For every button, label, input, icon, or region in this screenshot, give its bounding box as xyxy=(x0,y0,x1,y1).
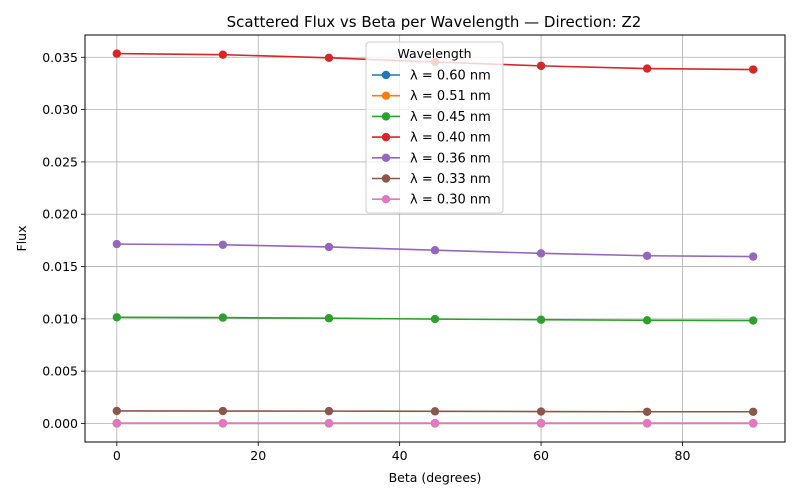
legend-label: λ = 0.30 nm xyxy=(410,193,491,208)
legend-label: λ = 0.51 nm xyxy=(410,89,491,104)
legend-marker xyxy=(381,153,391,162)
legend: Wavelength λ = 0.60 nm λ = 0.51 nm λ = 0.45… xyxy=(365,41,504,214)
series-point-2 xyxy=(218,313,228,322)
series-point-4 xyxy=(642,251,652,260)
series-point-4 xyxy=(430,246,440,255)
legend-label: λ = 0.40 nm xyxy=(410,131,491,146)
y-tick-label: 0.010 xyxy=(42,311,78,326)
x-tick-label: 20 xyxy=(250,448,266,463)
plot-frame xyxy=(84,34,786,443)
series-point-4 xyxy=(112,239,122,249)
x-tick-label: 0 xyxy=(113,448,121,463)
y-tick-label: 0.035 xyxy=(42,50,78,65)
legend-marker xyxy=(381,112,391,121)
legend-title: Wavelength xyxy=(397,46,471,61)
series-point-4 xyxy=(536,249,546,258)
series-point-6 xyxy=(218,418,228,428)
legend-label: λ = 0.33 nm xyxy=(410,172,491,187)
series-point-3 xyxy=(642,64,652,73)
legend-label: λ = 0.60 nm xyxy=(410,69,491,84)
y-tick-label: 0.020 xyxy=(42,207,78,222)
series-point-6 xyxy=(324,418,334,428)
legend-marker xyxy=(381,91,391,100)
series-point-5 xyxy=(324,406,334,416)
y-tick-label: 0.000 xyxy=(42,416,78,431)
series-point-2 xyxy=(642,316,652,325)
x-tick-label: 80 xyxy=(675,448,691,463)
y-axis-title: Flux xyxy=(14,226,29,252)
series-point-3 xyxy=(324,53,334,63)
series-point-4 xyxy=(218,240,228,249)
series-point-6 xyxy=(748,418,758,428)
series-point-4 xyxy=(748,252,758,261)
series-point-2 xyxy=(112,313,122,322)
series-point-6 xyxy=(430,418,440,428)
series-point-3 xyxy=(748,65,758,74)
series-point-2 xyxy=(536,315,546,324)
series-point-6 xyxy=(642,418,652,428)
y-tick-label: 0.030 xyxy=(42,102,78,117)
legend-marker xyxy=(381,70,391,80)
legend-marker xyxy=(381,132,391,142)
legend-label: λ = 0.36 nm xyxy=(410,151,491,166)
axis-layer: 0 20 40 60 80 0.000 0.005 0.010 0.015 0.020 0.025 0… xyxy=(42,50,690,463)
series-point-3 xyxy=(536,61,546,71)
x-tick-label: 40 xyxy=(392,448,408,463)
y-tick-label: 0.005 xyxy=(42,364,78,379)
series-point-5 xyxy=(748,407,758,416)
series-point-2 xyxy=(748,316,758,325)
legend-marker xyxy=(381,174,391,183)
series-point-5 xyxy=(642,407,652,416)
x-tick-label: 60 xyxy=(533,448,549,463)
series-point-2 xyxy=(430,314,440,324)
series-point-5 xyxy=(430,407,440,416)
series-point-3 xyxy=(218,50,228,59)
series-point-6 xyxy=(112,418,122,428)
y-tick-label: 0.015 xyxy=(42,259,78,274)
series-point-2 xyxy=(324,314,334,323)
series-point-5 xyxy=(536,407,546,416)
legend-label: λ = 0.45 nm xyxy=(410,110,491,125)
chart-title: Scattered Flux vs Beta per Wavelength — … xyxy=(227,13,642,31)
x-axis-title: Beta (degrees) xyxy=(389,470,482,485)
legend-box xyxy=(365,41,504,214)
y-tick-label: 0.025 xyxy=(42,154,78,169)
series-point-5 xyxy=(218,406,228,416)
series-point-3 xyxy=(112,49,122,58)
series-point-6 xyxy=(536,418,546,428)
series-point-4 xyxy=(324,242,334,252)
legend-marker xyxy=(381,195,391,204)
series-point-5 xyxy=(112,406,122,416)
